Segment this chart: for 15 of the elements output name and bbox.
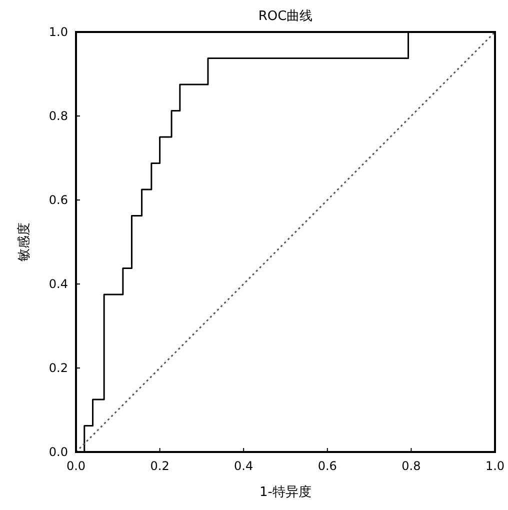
x-axis-title: 1-特异度 [260, 484, 312, 500]
y-tick-label: 0.2 [48, 361, 68, 375]
y-tick-label: 0.4 [48, 277, 68, 291]
x-tick-label: 0.6 [318, 459, 337, 473]
y-axis-title: 敏感度 [16, 222, 32, 262]
x-tick-label: 1.0 [485, 459, 505, 473]
y-tick-label: 0.0 [48, 445, 68, 459]
chart-title: ROC曲线 [258, 9, 313, 24]
x-tick-label: 0.0 [66, 459, 86, 473]
y-tick-label: 0.6 [48, 193, 68, 207]
y-tick-label: 0.8 [48, 109, 68, 123]
x-tick-label: 0.8 [402, 459, 421, 473]
x-tick-label: 0.2 [150, 459, 170, 473]
x-tick-label: 0.4 [234, 459, 254, 473]
y-tick-label: 1.0 [48, 25, 68, 39]
